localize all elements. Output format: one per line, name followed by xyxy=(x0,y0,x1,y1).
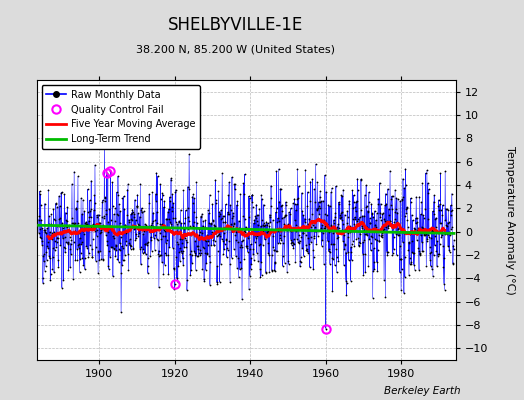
Text: 38.200 N, 85.200 W (United States): 38.200 N, 85.200 W (United States) xyxy=(136,44,335,54)
Text: SHELBYVILLE-1E: SHELBYVILLE-1E xyxy=(168,16,303,34)
Text: Berkeley Earth: Berkeley Earth xyxy=(385,386,461,396)
Y-axis label: Temperature Anomaly (°C): Temperature Anomaly (°C) xyxy=(505,146,515,294)
Legend: Raw Monthly Data, Quality Control Fail, Five Year Moving Average, Long-Term Tren: Raw Monthly Data, Quality Control Fail, … xyxy=(41,85,200,149)
